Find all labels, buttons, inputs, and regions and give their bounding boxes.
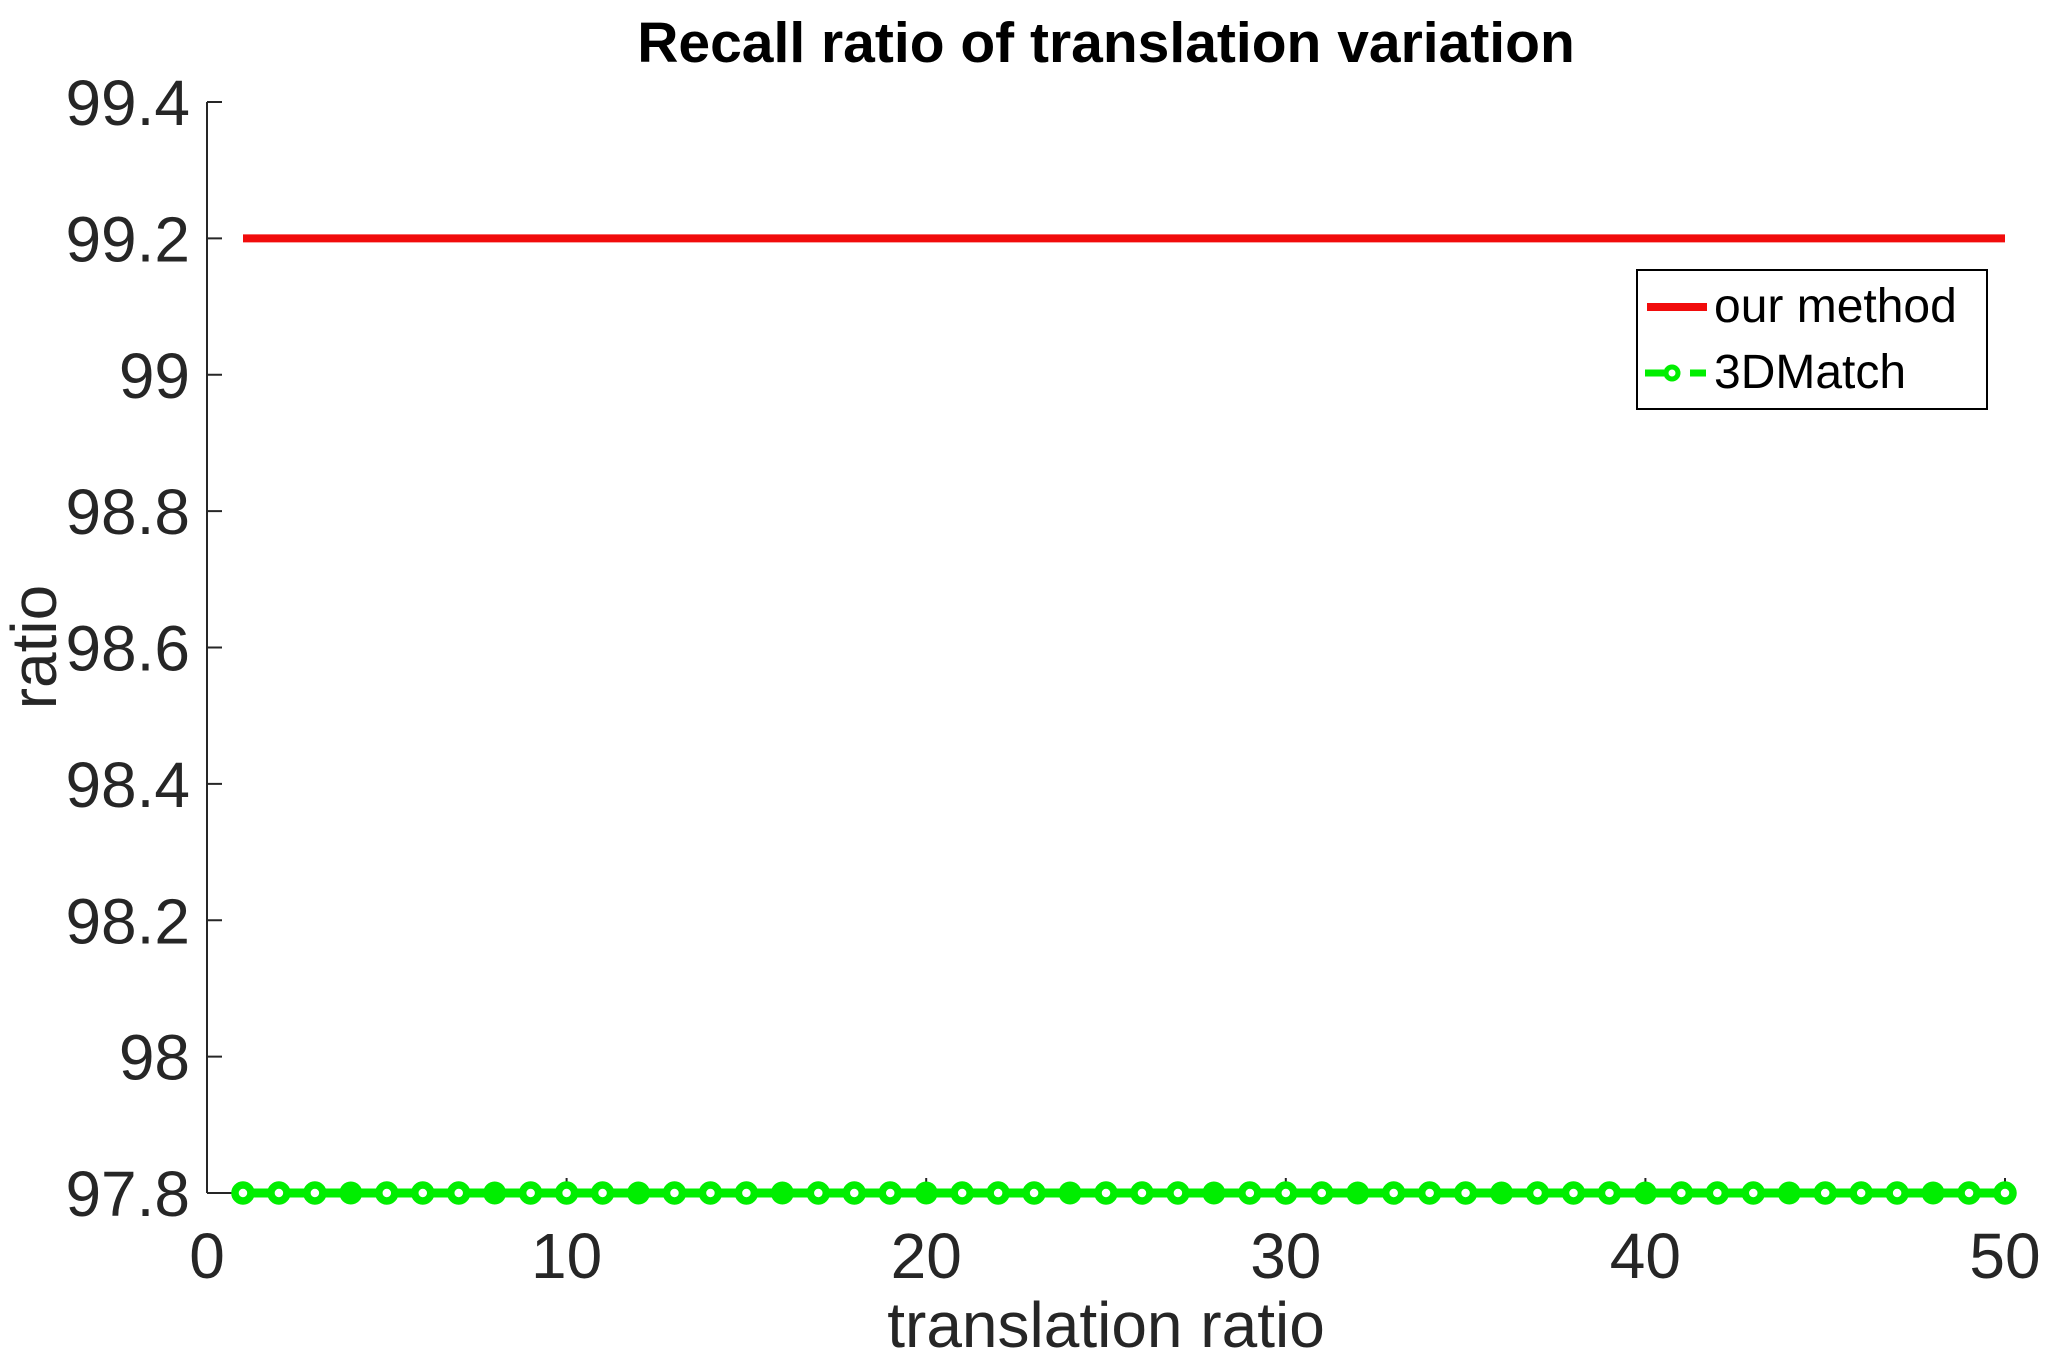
y-tick-label: 99 — [119, 340, 190, 412]
data-point-marker — [1166, 1181, 1190, 1205]
data-point-marker — [1417, 1181, 1442, 1205]
data-point-marker — [698, 1181, 723, 1205]
legend-entry: our method — [1644, 274, 1986, 340]
legend-swatch-line — [1647, 302, 1707, 311]
data-point-marker — [267, 1181, 291, 1205]
data-point-marker — [339, 1181, 363, 1205]
data-point-marker — [1058, 1181, 1082, 1205]
x-tick-label: 20 — [891, 1220, 962, 1292]
data-point-marker — [662, 1181, 687, 1205]
data-point-marker — [1741, 1181, 1766, 1205]
data-point-marker — [1202, 1181, 1226, 1205]
data-point-marker — [375, 1181, 399, 1205]
y-tick-label: 97.8 — [65, 1158, 190, 1230]
data-point-marker — [1490, 1181, 1514, 1205]
data-point-marker — [986, 1181, 1010, 1205]
data-point-marker — [1453, 1181, 1478, 1205]
data-point-marker — [627, 1181, 651, 1205]
data-point-marker — [1777, 1181, 1801, 1205]
x-tick-label: 40 — [1610, 1220, 1681, 1292]
x-tick-label: 30 — [1250, 1220, 1321, 1292]
data-point-marker — [446, 1181, 471, 1205]
data-point-marker — [806, 1181, 831, 1205]
y-tick-label: 98.6 — [65, 613, 190, 685]
data-point-marker — [554, 1181, 579, 1205]
data-point-marker — [1597, 1181, 1622, 1205]
x-tick-label: 50 — [1969, 1220, 2040, 1292]
data-point-marker — [1238, 1181, 1262, 1205]
data-point-marker — [950, 1181, 974, 1205]
data-point-marker — [1022, 1181, 1046, 1205]
data-point-marker — [734, 1181, 759, 1205]
data-point-marker — [1993, 1181, 2017, 1205]
y-tick-label: 99.4 — [65, 67, 190, 139]
data-point-marker — [1705, 1181, 1730, 1205]
legend-swatch-dash-dot-line — [1645, 364, 1706, 381]
data-point-marker — [878, 1181, 902, 1205]
data-point-marker — [1669, 1181, 1694, 1205]
data-point-marker — [1310, 1181, 1334, 1205]
data-point-marker — [1525, 1181, 1550, 1205]
y-tick-label: 98.2 — [65, 885, 190, 957]
data-point-marker — [231, 1181, 255, 1205]
data-point-marker — [1849, 1181, 1873, 1205]
y-tick-label: 98.4 — [65, 749, 190, 821]
x-tick-label: 10 — [531, 1220, 602, 1292]
data-point-marker — [1381, 1181, 1406, 1205]
data-point-marker — [1813, 1181, 1837, 1205]
data-point-marker — [1346, 1181, 1370, 1205]
legend-entry: 3DMatch — [1644, 340, 1986, 406]
chart-title: Recall ratio of translation variation — [637, 11, 1575, 75]
data-point-marker — [411, 1181, 435, 1205]
data-point-marker — [518, 1181, 543, 1205]
data-point-marker — [1274, 1181, 1298, 1205]
data-point-marker — [842, 1181, 867, 1205]
y-tick-label: 99.2 — [65, 203, 190, 275]
legend: our method 3DMatch — [1636, 269, 1988, 410]
y-tick-label: 98.8 — [65, 476, 190, 548]
data-point-marker — [1094, 1181, 1118, 1205]
data-point-marker — [1130, 1181, 1154, 1205]
data-point-marker — [303, 1181, 327, 1205]
data-point-marker — [590, 1181, 615, 1205]
data-point-marker — [1957, 1181, 1981, 1205]
x-axis-label: translation ratio — [887, 1289, 1325, 1361]
data-point-marker — [1633, 1181, 1657, 1205]
y-tick-label: 98 — [119, 1022, 190, 1094]
data-point-marker — [770, 1181, 794, 1205]
legend-label: 3DMatch — [1714, 346, 1907, 399]
legend-label: our method — [1714, 280, 1957, 333]
data-point-marker — [483, 1181, 507, 1205]
data-point-marker — [1561, 1181, 1586, 1205]
data-point-marker — [1921, 1181, 1945, 1205]
data-point-marker — [1885, 1181, 1909, 1205]
x-tick-label: 0 — [189, 1220, 225, 1292]
data-point-marker — [914, 1181, 938, 1205]
